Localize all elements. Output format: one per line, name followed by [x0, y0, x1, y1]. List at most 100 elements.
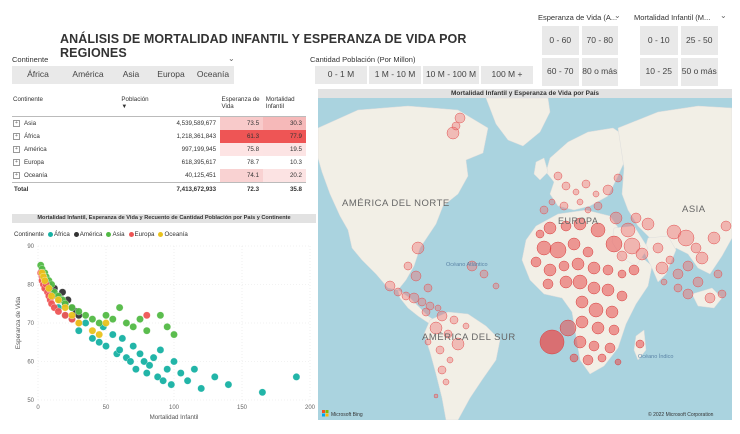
- land-south-america: [423, 311, 501, 420]
- esperanza-slicer: 0 - 60 70 - 80 60 - 70 80 o más: [542, 26, 618, 86]
- scatter-point: [156, 346, 165, 354]
- scatter-header: Mortalidad Infantil, Esperanza de Vida y…: [12, 214, 316, 223]
- table-row[interactable]: + Asia 4,539,589,677 73.5 30.3: [12, 117, 306, 130]
- row-pop: 618,395,617: [181, 159, 217, 166]
- y-tick-label: 70: [27, 321, 34, 327]
- scatter-point: [224, 380, 233, 389]
- mortalidad-option-50-mas[interactable]: 50 o más: [680, 57, 718, 86]
- continente-option-asia[interactable]: Asia: [112, 66, 150, 84]
- mortalidad-option-0-10[interactable]: 0 - 10: [640, 26, 678, 55]
- expand-icon[interactable]: +: [13, 119, 20, 127]
- scatter-point: [88, 326, 97, 335]
- scatter-point: [140, 357, 148, 366]
- table-row[interactable]: + América 997,199,945 75.8 19.5: [12, 143, 306, 156]
- chevron-down-icon[interactable]: ⌄: [720, 11, 727, 20]
- legend-item[interactable]: América: [73, 231, 102, 238]
- map-label-europe: EUROPA: [558, 216, 598, 226]
- land-europe: [545, 127, 629, 211]
- chevron-down-icon[interactable]: ⌄: [614, 11, 621, 20]
- legend-item[interactable]: África: [47, 231, 70, 238]
- scatter-point: [163, 365, 171, 373]
- mortalidad-option-25-50[interactable]: 25 - 50: [680, 26, 718, 55]
- scatter-point: [153, 373, 162, 381]
- esperanza-option-0-60[interactable]: 0 - 60: [542, 26, 579, 55]
- y-tick-label: 80: [27, 283, 34, 289]
- expand-icon[interactable]: +: [13, 171, 20, 179]
- row-pop: 4,539,589,677: [176, 120, 217, 127]
- continente-option-america[interactable]: América: [64, 66, 112, 84]
- scatter-point: [75, 319, 83, 327]
- scatter-point: [292, 373, 301, 381]
- scatter-point: [45, 284, 53, 293]
- scatter-point: [54, 307, 63, 316]
- x-tick-label: 150: [237, 405, 248, 411]
- scatter-point: [115, 303, 124, 312]
- mortalidad-slicer: 0 - 10 25 - 50 10 - 25 50 o más: [640, 26, 718, 86]
- scatter-point: [122, 319, 131, 327]
- continente-option-africa[interactable]: África: [12, 66, 64, 84]
- continente-option-europa[interactable]: Europa: [150, 66, 192, 84]
- col-header-continente[interactable]: Continente: [13, 96, 43, 103]
- expand-icon[interactable]: +: [13, 145, 20, 153]
- mortalidad-option-10-25[interactable]: 10 - 25: [640, 57, 678, 86]
- row-life: 61.3: [220, 130, 264, 143]
- scatter-point: [156, 311, 165, 320]
- scatter-point: [143, 369, 151, 377]
- land-greenland: [485, 98, 551, 147]
- x-tick-label: 50: [103, 405, 110, 411]
- table-row[interactable]: + África 1,218,361,843 61.3 77.9: [12, 130, 306, 143]
- scatter-point: [88, 334, 97, 343]
- col-header-esperanza[interactable]: Esperanza de Vida: [221, 96, 260, 110]
- scatter-point: [118, 334, 127, 343]
- row-life: 73.5: [220, 117, 264, 130]
- map-label-indian: Océano Índico: [638, 353, 673, 360]
- scatter-point: [126, 357, 135, 366]
- x-tick-label: 200: [305, 405, 316, 411]
- table-row[interactable]: + Europa 618,395,617 78.7 10.3: [12, 156, 306, 169]
- expand-icon[interactable]: +: [13, 158, 20, 166]
- scatter-point: [102, 311, 110, 320]
- scatter-point: [95, 330, 103, 339]
- poblacion-option-1-10m[interactable]: 1 M - 10 M: [369, 66, 421, 84]
- mortalidad-slicer-label: Mortalidad Infantil (M...: [634, 13, 711, 22]
- esperanza-option-60-70[interactable]: 60 - 70: [542, 57, 579, 86]
- legend-item[interactable]: Oceanía: [158, 231, 188, 238]
- row-mort: 20.2: [263, 169, 306, 182]
- continente-slicer-label: Continente: [12, 55, 49, 64]
- map-copyright: © 2022 Microsoft Corporation: [648, 411, 714, 418]
- esperanza-option-70-80[interactable]: 70 - 80: [581, 26, 618, 55]
- map-label-south-america: AMÉRICA DEL SUR: [422, 332, 516, 343]
- row-label: Asia: [24, 120, 37, 128]
- map-label-north-america: AMÉRICA DEL NORTE: [342, 198, 450, 209]
- col-header-mortalidad[interactable]: Mortalidad Infantil: [265, 96, 295, 110]
- row-label: Oceanía: [24, 171, 48, 179]
- scatter-point: [258, 388, 267, 397]
- expand-icon[interactable]: +: [13, 132, 20, 140]
- poblacion-option-100m-plus[interactable]: 100 M +: [481, 66, 533, 84]
- chevron-down-icon[interactable]: ⌄: [228, 54, 235, 63]
- legend-item[interactable]: Europa: [128, 231, 154, 238]
- scatter-point: [109, 315, 117, 323]
- map-header: Mortalidad Infantil y Esperanza de Vida …: [318, 89, 732, 98]
- world-map[interactable]: AMÉRICA DEL NORTE AMÉRICA DEL SUR EUROPA…: [318, 98, 732, 420]
- poblacion-option-0-1m[interactable]: 0 - 1 M: [315, 66, 367, 84]
- country-bubbles: [609, 211, 732, 304]
- scatter-point: [95, 319, 103, 327]
- table-row[interactable]: + Oceanía 40,125,451 74.1 20.2: [12, 169, 306, 182]
- y-tick-label: 60: [27, 360, 34, 366]
- country-bubbles: [539, 171, 623, 215]
- row-label: Europa: [24, 159, 44, 167]
- row-life: 78.7: [220, 156, 264, 169]
- scatter-point: [211, 373, 219, 381]
- poblacion-option-10-100m[interactable]: 10 M - 100 M: [423, 66, 479, 84]
- country-bubbles: [384, 112, 500, 399]
- esperanza-option-80-mas[interactable]: 80 o más: [581, 57, 618, 86]
- land-asia: [617, 105, 732, 275]
- col-header-poblacion[interactable]: Población ▼: [120, 90, 217, 116]
- legend-label: Oceanía: [164, 231, 188, 238]
- land-indonesia: [691, 287, 723, 309]
- continente-option-oceania[interactable]: Oceanía: [192, 66, 234, 84]
- legend-item[interactable]: Asia: [106, 231, 125, 238]
- scatter-point: [54, 296, 63, 304]
